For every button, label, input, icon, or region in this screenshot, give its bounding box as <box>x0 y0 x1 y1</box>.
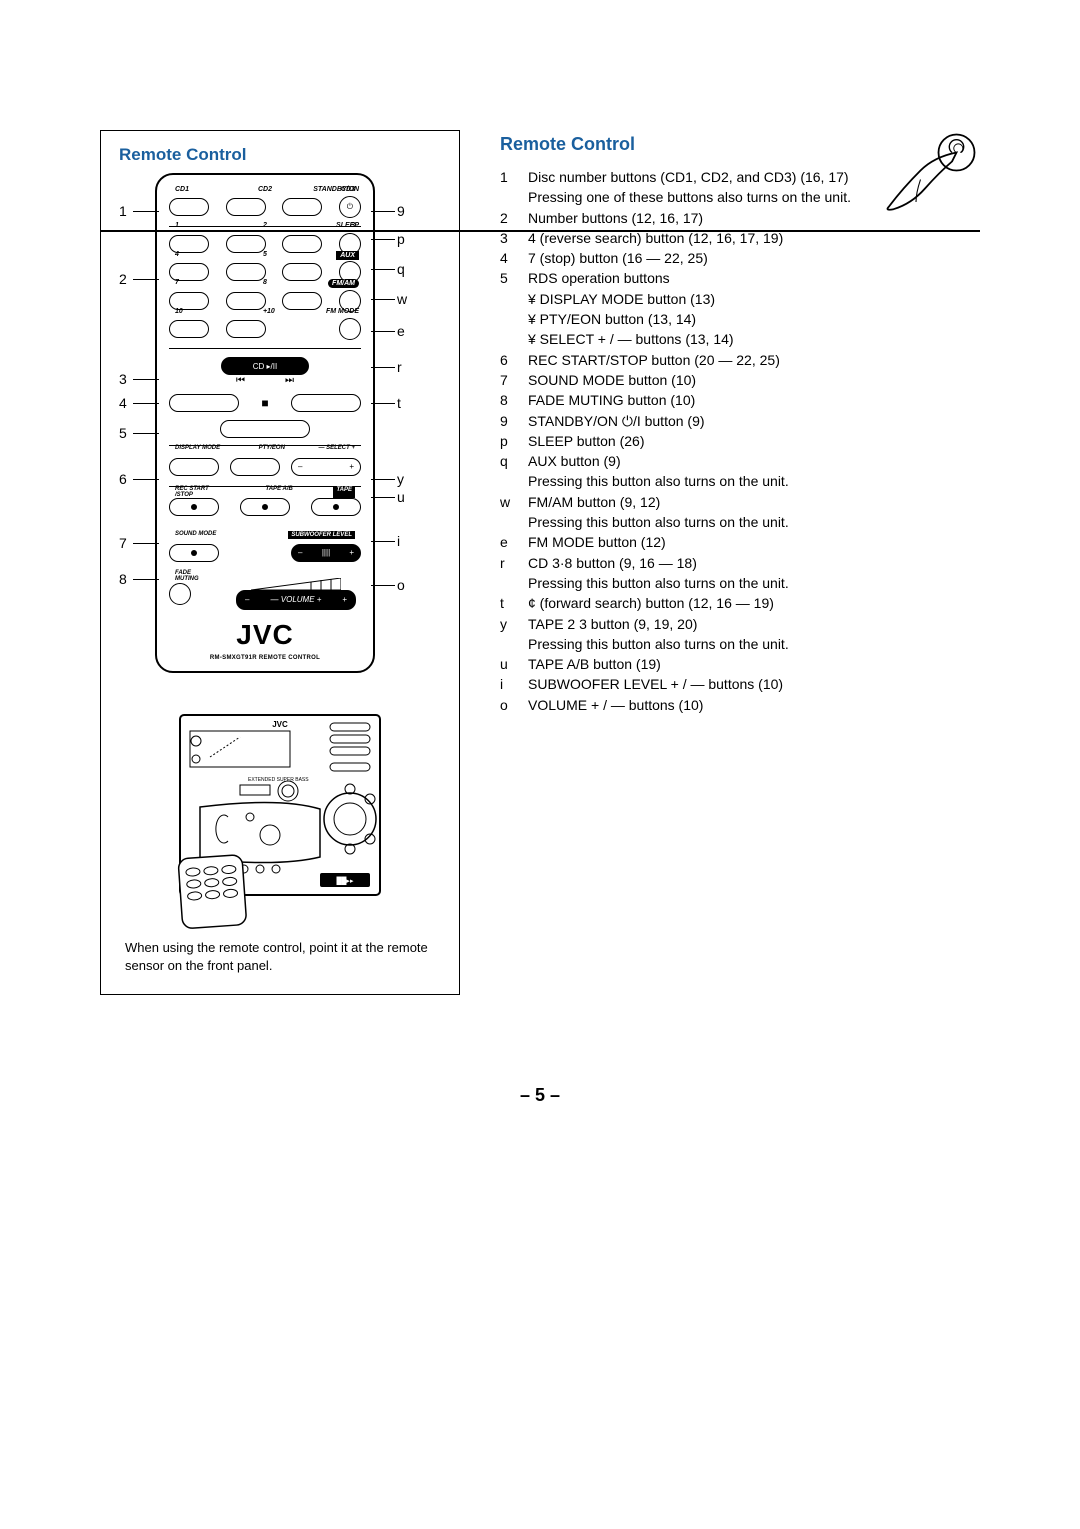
callouts-left: 1 2 3 4 5 6 7 8 <box>119 173 149 673</box>
cd3-button[interactable] <box>282 198 322 216</box>
callouts-right: 9 p q w e r t y u i o <box>381 173 411 673</box>
desc-item: pSLEEP button (26) <box>500 431 980 451</box>
main-unit-illustration: JVC <box>119 709 441 929</box>
remote-illustration-frame: Remote Control 1 2 3 4 5 6 7 8 C <box>100 130 460 995</box>
cd-play-pause-button[interactable]: CD ▸/II <box>221 357 309 375</box>
plus-10-button[interactable] <box>226 320 266 338</box>
subwoofer-level-button[interactable]: –||||+ <box>291 544 361 562</box>
rec-start-stop-button[interactable] <box>169 498 219 516</box>
svg-text:JVC: JVC <box>272 720 288 729</box>
desc-item-extra: ¥ SELECT + / — buttons (13, 14) <box>500 329 980 349</box>
desc-item: 7SOUND MODE button (10) <box>500 370 980 390</box>
desc-item: 6REC START/STOP button (20 — 22, 25) <box>500 350 980 370</box>
fm-mode-button[interactable] <box>339 318 361 340</box>
forward-search-button[interactable] <box>291 394 361 412</box>
desc-item: iSUBWOOFER LEVEL + / — buttons (10) <box>500 674 980 694</box>
prev-track-icon: ⏮ <box>236 375 245 386</box>
horn-decoration <box>870 130 980 220</box>
desc-item-extra: ¥ DISPLAY MODE button (13) <box>500 289 980 309</box>
remote-usage-caption: When using the remote control, point it … <box>119 939 441 974</box>
next-track-icon: ⏭ <box>285 375 294 386</box>
cd2-button[interactable] <box>226 198 266 216</box>
desc-item-extra: Pressing this button also turns on the u… <box>500 634 980 654</box>
desc-item: 47 (stop) button (16 — 22, 25) <box>500 248 980 268</box>
tape-button[interactable] <box>311 498 361 516</box>
desc-item-extra: Pressing this button also turns on the u… <box>500 573 980 593</box>
pty-eon-button[interactable] <box>230 458 280 476</box>
desc-item: 9STANDBY/ON ⏻/I button (9) <box>500 411 980 431</box>
desc-item-extra: ¥ PTY/EON button (13, 14) <box>500 309 980 329</box>
svg-text:██▸▸: ██▸▸ <box>337 876 354 886</box>
desc-item: wFM/AM button (9, 12) <box>500 492 980 512</box>
brand-logo: JVC <box>169 619 361 651</box>
remote-model-label: RM-SMXGT91R REMOTE CONTROL <box>169 655 361 661</box>
desc-item: eFM MODE button (12) <box>500 532 980 552</box>
sound-mode-button[interactable] <box>169 544 219 562</box>
desc-item: uTAPE A/B button (19) <box>500 654 980 674</box>
desc-item: rCD 3·8 button (9, 16 — 18) <box>500 553 980 573</box>
num-10-button[interactable] <box>169 320 209 338</box>
desc-item: 8FADE MUTING button (10) <box>500 390 980 410</box>
fade-muting-button[interactable] <box>169 583 191 605</box>
desc-item: t¢ (forward search) button (12, 16 — 19) <box>500 593 980 613</box>
cd1-button[interactable] <box>169 198 209 216</box>
remote-body: CD1CD2CD3 STANDBY/ON ⏻ 123 SLEEP <box>155 173 375 673</box>
page-number: – 5 – <box>0 1085 1080 1106</box>
volume-button[interactable]: – — VOLUME + + <box>236 590 356 610</box>
display-mode-button[interactable] <box>169 458 219 476</box>
remote-description-list: 1Disc number buttons (CD1, CD2, and CD3)… <box>500 167 980 715</box>
desc-item-extra: Pressing this button also turns on the u… <box>500 471 980 491</box>
desc-item: qAUX button (9) <box>500 451 980 471</box>
desc-item-extra: Pressing this button also turns on the u… <box>500 512 980 532</box>
reverse-search-button[interactable] <box>169 394 239 412</box>
desc-item: 5RDS operation buttons <box>500 268 980 288</box>
left-title: Remote Control <box>119 145 441 165</box>
select-plus-minus-button[interactable]: –+ <box>291 458 361 476</box>
desc-item: yTAPE 2 3 button (9, 19, 20) <box>500 614 980 634</box>
standby-on-button[interactable]: ⏻ <box>339 196 361 218</box>
desc-item: oVOLUME + / — buttons (10) <box>500 695 980 715</box>
stop-icon: ■ <box>250 396 280 410</box>
stop-button[interactable] <box>220 420 310 438</box>
svg-text:EXTENDED SUPER BASS: EXTENDED SUPER BASS <box>248 777 309 783</box>
tape-ab-button[interactable] <box>240 498 290 516</box>
